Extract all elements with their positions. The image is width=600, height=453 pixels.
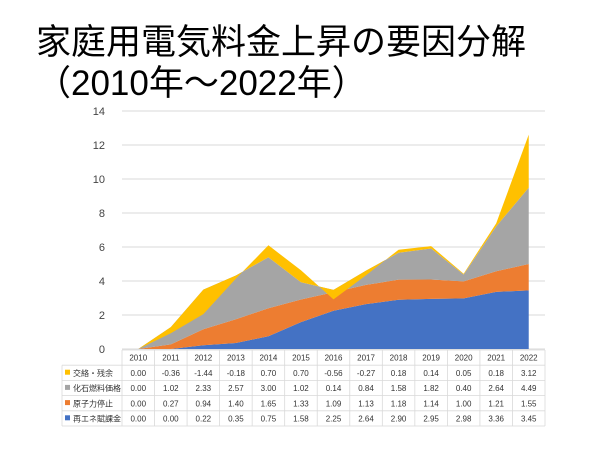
legend-key	[65, 384, 70, 390]
data-label: 4.49	[521, 384, 537, 393]
legend-key	[65, 415, 70, 421]
data-label: 1.21	[488, 399, 504, 408]
y-tick-label: 14	[93, 106, 105, 118]
data-label: 1.40	[228, 399, 244, 408]
area-交絡・残余	[138, 134, 529, 349]
data-label: -1.44	[194, 369, 213, 378]
x-tick-label: 2011	[162, 354, 180, 363]
legend-label: 原子力停止	[73, 398, 113, 408]
x-tick-label: 2015	[292, 354, 310, 363]
x-tick-label: 2021	[487, 354, 505, 363]
legend-label: 交絡・残余	[73, 368, 113, 378]
y-tick-label: 4	[99, 276, 105, 288]
data-label: 0.14	[423, 369, 439, 378]
x-tick-label: 2019	[422, 354, 440, 363]
area-原子力停止	[138, 264, 529, 349]
data-label: 0.35	[228, 415, 244, 424]
data-label: -0.36	[162, 369, 181, 378]
data-label: 0.00	[130, 384, 146, 393]
data-label: 0.18	[391, 369, 407, 378]
data-label: 1.58	[293, 415, 309, 424]
x-tick-label: 2016	[325, 354, 343, 363]
y-tick-label: 2	[99, 310, 105, 322]
legend-label: 化石燃料価格	[73, 383, 121, 393]
page-title: 家庭用電気料金上昇の要因分解 （2010年～2022年）	[36, 22, 526, 104]
data-label: 3.36	[488, 415, 504, 424]
data-label: 3.12	[521, 369, 537, 378]
data-label: 1.33	[293, 399, 309, 408]
data-label: 0.75	[261, 415, 277, 424]
data-label: -0.27	[357, 369, 376, 378]
data-label: 0.40	[456, 384, 472, 393]
x-tick-label: 2017	[357, 354, 375, 363]
y-tick-label: 12	[93, 140, 105, 152]
y-tick-label: 10	[93, 174, 105, 186]
x-tick-label: 2012	[194, 354, 212, 363]
legend-label: 再エネ賦課金	[73, 414, 121, 424]
y-tick-label: 8	[99, 208, 105, 220]
area-化石燃料価格	[138, 187, 529, 349]
data-label: 1.58	[391, 384, 407, 393]
data-label: 0.22	[196, 415, 212, 424]
data-label: -0.18	[227, 369, 246, 378]
data-label: 1.65	[261, 399, 277, 408]
data-label: 0.18	[488, 369, 504, 378]
data-label: 0.00	[130, 415, 146, 424]
y-tick-label: 6	[99, 242, 105, 254]
title-line-1: 家庭用電気料金上昇の要因分解	[36, 23, 527, 62]
data-label: 0.00	[130, 399, 146, 408]
x-tick-label: 2014	[260, 354, 278, 363]
data-label: 1.55	[521, 399, 537, 408]
legend-key	[65, 369, 70, 375]
data-label: 2.95	[423, 415, 439, 424]
data-label: 0.27	[163, 399, 179, 408]
data-label: 2.90	[391, 415, 407, 424]
data-label: 0.00	[130, 369, 146, 378]
data-label: 2.98	[456, 415, 472, 424]
data-label: 1.18	[391, 399, 407, 408]
data-label: 0.70	[293, 369, 309, 378]
data-label: 2.33	[196, 384, 212, 393]
data-label: 1.00	[456, 399, 472, 408]
data-label: 1.02	[293, 384, 309, 393]
data-label: 0.70	[261, 369, 277, 378]
data-label: 2.25	[326, 415, 342, 424]
data-label: 1.09	[326, 399, 342, 408]
data-label: 0.00	[163, 415, 179, 424]
data-label: 2.64	[358, 415, 374, 424]
data-label: 3.00	[261, 384, 277, 393]
data-label: 2.57	[228, 384, 244, 393]
data-label: -0.56	[324, 369, 343, 378]
data-label: 1.14	[423, 399, 439, 408]
data-label: 1.82	[423, 384, 439, 393]
data-label: 1.13	[358, 399, 374, 408]
legend-key	[65, 400, 70, 406]
data-label: 2.64	[488, 384, 504, 393]
area-再エネ賦課金	[138, 290, 529, 349]
title-line-2: （2010年～2022年）	[36, 64, 367, 103]
x-tick-label: 2022	[520, 354, 538, 363]
y-tick-label: 0	[99, 344, 105, 356]
data-label: 1.02	[163, 384, 179, 393]
x-tick-label: 2018	[390, 354, 408, 363]
x-tick-label: 2020	[455, 354, 473, 363]
data-label: 0.14	[326, 384, 342, 393]
data-label: 0.84	[358, 384, 374, 393]
data-label: 0.94	[196, 399, 212, 408]
x-tick-label: 2010	[129, 354, 147, 363]
data-label: 3.45	[521, 415, 537, 424]
data-label: 0.05	[456, 369, 472, 378]
x-tick-label: 2013	[227, 354, 245, 363]
